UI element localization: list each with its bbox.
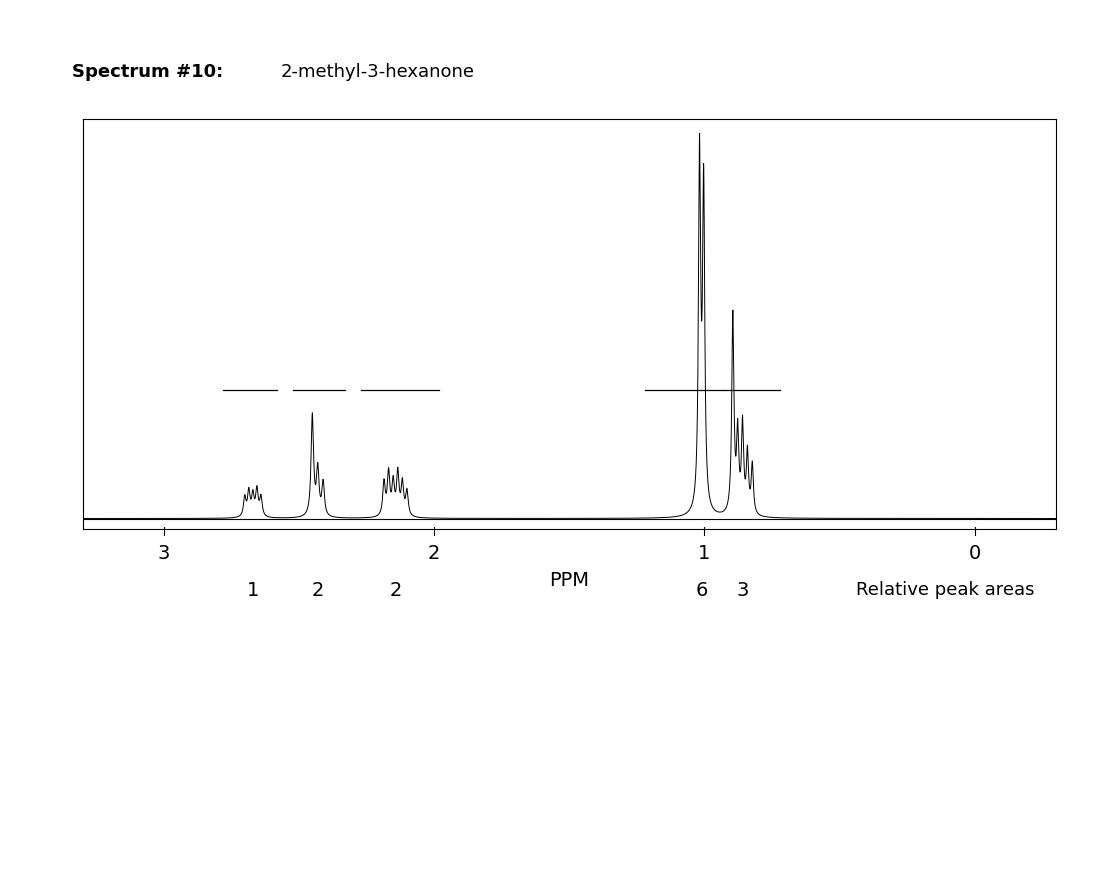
Text: 1: 1 — [246, 581, 258, 600]
Text: Spectrum #10:: Spectrum #10: — [72, 63, 222, 80]
Text: 2: 2 — [428, 544, 440, 564]
Text: 3: 3 — [737, 581, 749, 600]
Text: 2: 2 — [311, 581, 323, 600]
Text: 2: 2 — [389, 581, 402, 600]
Text: PPM: PPM — [549, 571, 590, 590]
Text: 2-methyl-3-hexanone: 2-methyl-3-hexanone — [280, 63, 474, 80]
Text: Relative peak areas: Relative peak areas — [856, 581, 1034, 599]
Text: 0: 0 — [969, 544, 981, 564]
Text: 3: 3 — [157, 544, 169, 564]
Text: 6: 6 — [695, 581, 708, 600]
Text: 1: 1 — [698, 544, 711, 564]
